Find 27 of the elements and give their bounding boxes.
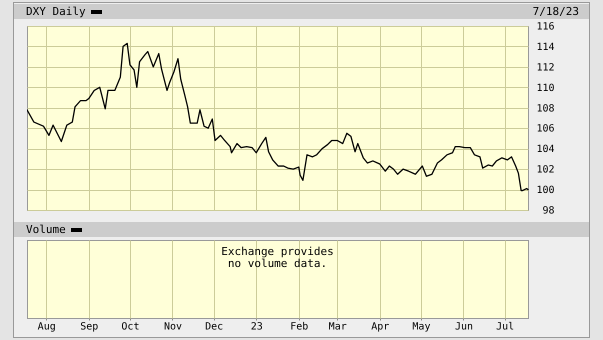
text: Apr — [371, 322, 390, 332]
text: May — [412, 322, 430, 332]
text: Oct — [121, 322, 140, 332]
y-tick-label: 116 — [536, 22, 554, 32]
y-tick-label: 114 — [536, 42, 554, 53]
text: Jul — [496, 322, 514, 332]
y-tick-label: 108 — [536, 103, 554, 114]
line-series — [27, 42, 529, 192]
chart-title: DXY Daily — [26, 4, 87, 19]
text: Mar — [328, 322, 347, 332]
text: Dec — [205, 322, 224, 332]
y-tick-label: 102 — [536, 164, 554, 176]
text: Nov — [164, 322, 182, 332]
y-tick-label: 104 — [536, 144, 554, 156]
y-tick-label: 98 — [542, 206, 554, 216]
text: Jun — [454, 322, 474, 332]
text: 23 — [250, 322, 263, 332]
y-tick-label: 100 — [536, 185, 554, 196]
text: 7/18/23 — [532, 4, 579, 19]
text: Sep — [80, 322, 98, 332]
y-tick-label: 106 — [536, 124, 554, 135]
text: Exchange provides no volume data. — [221, 245, 334, 270]
text: Aug — [38, 322, 56, 332]
text: Volume — [26, 222, 67, 237]
text: Feb — [290, 322, 308, 332]
y-tick-label: 110 — [536, 82, 554, 94]
y-tick-label: 112 — [536, 62, 554, 74]
